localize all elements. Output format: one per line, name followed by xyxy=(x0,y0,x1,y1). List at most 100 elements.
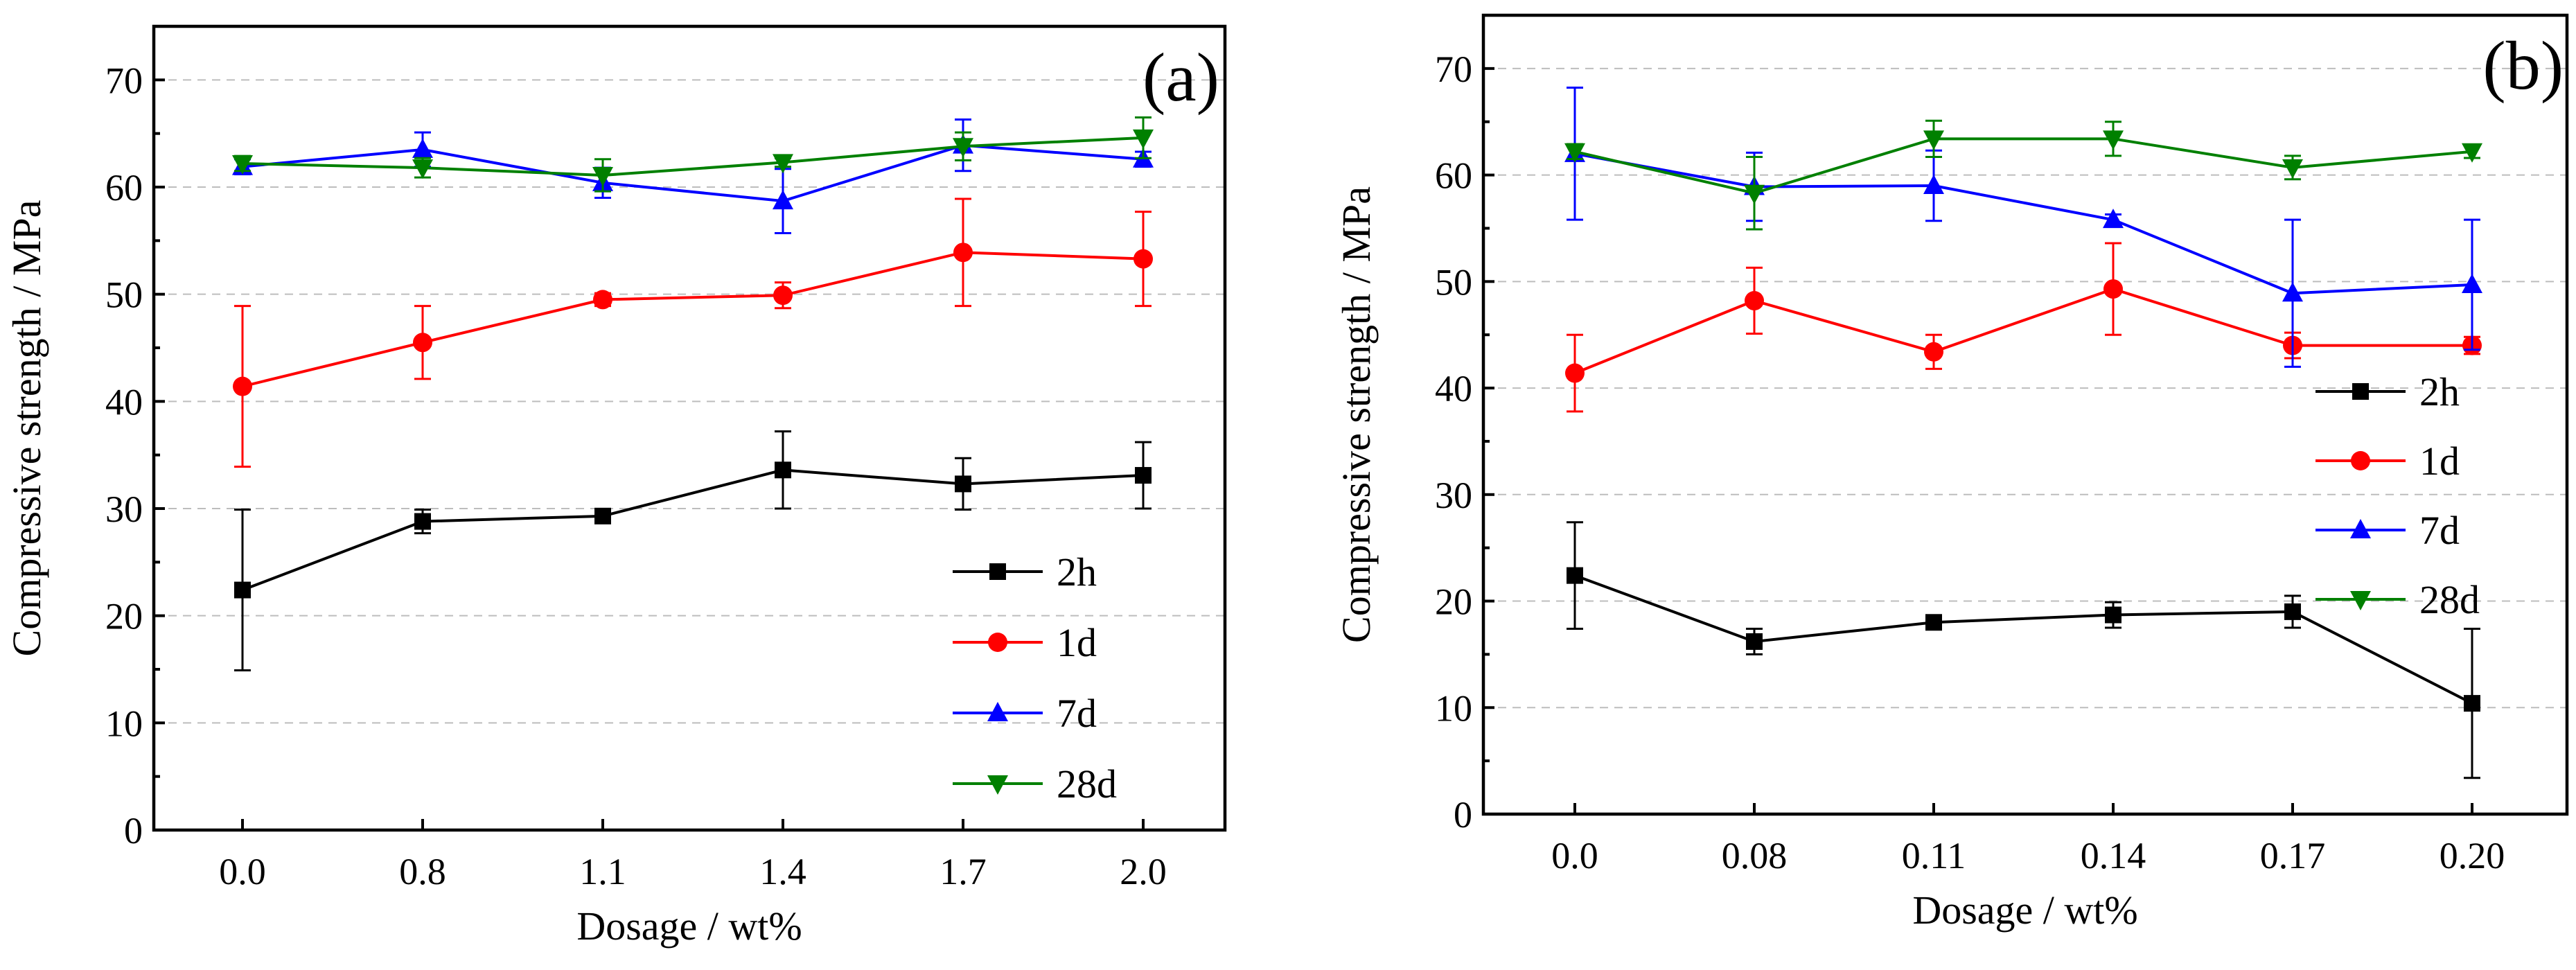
series-1d xyxy=(233,197,1153,468)
chart-panel-a: 0 10 20 30 40 50 60 70 0.0 0.8 1.1 1.4 1.7 2.0 Dosage … xyxy=(4,24,1227,949)
series-28d xyxy=(1564,119,2482,231)
data-point xyxy=(412,159,433,179)
y-tick-label: 30 xyxy=(105,488,143,530)
data-point xyxy=(1925,614,1942,631)
legend-marker xyxy=(2351,451,2370,470)
legend-marker xyxy=(2350,519,2371,538)
data-point xyxy=(594,507,611,524)
plot-frame xyxy=(1481,13,2569,816)
data-point xyxy=(955,475,971,493)
data-point xyxy=(1567,567,1583,584)
chart-panel-b: 0 10 20 30 40 50 60 70 0.0 0.08 0.11 0.14 0.17 0.20 Do… xyxy=(1334,13,2569,933)
data-point xyxy=(953,242,973,263)
data-point xyxy=(593,290,612,310)
y-tick-label: 40 xyxy=(1435,368,1472,409)
data-point xyxy=(953,138,973,158)
legend-label: 28d xyxy=(2419,577,2480,622)
x-tick-label: 1.4 xyxy=(759,851,806,892)
y-tick-label: 0 xyxy=(124,810,143,852)
y-tick-label: 60 xyxy=(105,167,143,209)
legend: 2h 1d 7d 28d xyxy=(953,549,1117,806)
x-tick-label: 0.20 xyxy=(2440,835,2505,876)
data-point xyxy=(2105,606,2121,624)
legend-marker xyxy=(987,702,1008,721)
y-axis-title: Compressive strength / MPa xyxy=(4,200,49,657)
series-line xyxy=(242,251,1144,388)
data-point xyxy=(2462,143,2482,163)
data-point xyxy=(232,155,253,175)
plot-frame xyxy=(152,24,1227,832)
series-line xyxy=(1574,287,2472,375)
data-point xyxy=(413,333,432,353)
legend-label: 7d xyxy=(1057,691,1097,736)
data-point xyxy=(2464,695,2480,712)
x-tick-label: 1.7 xyxy=(939,851,987,892)
series-line xyxy=(1574,137,2473,195)
series-7d xyxy=(1564,87,2482,368)
legend-label: 1d xyxy=(2419,439,2460,484)
series-line xyxy=(242,136,1144,177)
legend-label: 2h xyxy=(1057,549,1097,594)
data-point xyxy=(773,190,793,210)
legend-marker xyxy=(2352,383,2369,400)
data-point xyxy=(414,513,431,530)
legend-label: 1d xyxy=(1057,620,1097,665)
x-axis-title: Dosage / wt% xyxy=(1912,888,2137,933)
data-point xyxy=(1745,291,1764,311)
data-point xyxy=(233,376,252,396)
legend-marker xyxy=(988,633,1007,652)
series-line xyxy=(1574,152,2473,295)
legend-label: 28d xyxy=(1057,761,1117,806)
panel-label: (b) xyxy=(2482,27,2564,104)
data-point xyxy=(1923,174,1944,194)
series-1d xyxy=(1565,242,2482,413)
series-line xyxy=(1574,574,2473,705)
legend-marker xyxy=(2350,591,2371,610)
legend-marker xyxy=(989,563,1006,580)
series-7d xyxy=(232,118,1154,235)
x-axis-title: Dosage / wt% xyxy=(576,903,802,949)
data-point xyxy=(234,581,251,599)
series-line xyxy=(242,468,1144,592)
data-point xyxy=(2103,209,2124,229)
x-tick-label: 0.17 xyxy=(2260,835,2326,876)
y-axis-title: Compressive strength / MPa xyxy=(1334,186,1379,643)
data-point xyxy=(1564,143,1585,163)
data-point xyxy=(775,461,791,479)
data-point xyxy=(1924,342,1943,362)
data-point xyxy=(2103,279,2123,299)
x-tick-label: 0.08 xyxy=(1722,835,1788,876)
y-tick-label: 60 xyxy=(1435,155,1472,197)
series-2h xyxy=(234,430,1152,672)
data-point xyxy=(1133,249,1153,269)
x-tick-label: 0.14 xyxy=(2081,835,2146,876)
y-tick-label: 10 xyxy=(1435,687,1472,729)
data-point xyxy=(1135,467,1152,484)
series-2h xyxy=(1567,521,2480,779)
y-tick-label: 20 xyxy=(105,596,143,637)
y-tick-label: 70 xyxy=(105,60,143,101)
data-point xyxy=(1746,633,1763,650)
series-line xyxy=(242,143,1144,203)
data-point xyxy=(773,285,793,306)
data-point xyxy=(2103,130,2124,150)
legend: 2h 1d 7d 28d xyxy=(2315,369,2480,622)
data-point xyxy=(2282,159,2303,179)
data-point xyxy=(1744,184,1765,204)
legend-label: 7d xyxy=(2419,508,2460,553)
x-tick-label: 0.8 xyxy=(399,851,446,892)
x-tick-label: 2.0 xyxy=(1120,851,1167,892)
data-point xyxy=(2282,282,2303,302)
y-tick-label: 10 xyxy=(105,703,143,744)
panel-label: (a) xyxy=(1143,39,1219,116)
data-point xyxy=(592,166,613,186)
y-tick-label: 50 xyxy=(1435,261,1472,303)
legend-marker xyxy=(987,775,1008,795)
data-point xyxy=(2284,603,2301,620)
y-tick-label: 20 xyxy=(1435,581,1472,623)
y-tick-label: 0 xyxy=(1454,794,1472,836)
x-tick-label: 0.0 xyxy=(1551,835,1598,876)
x-tick-label: 0.11 xyxy=(1902,835,1966,876)
